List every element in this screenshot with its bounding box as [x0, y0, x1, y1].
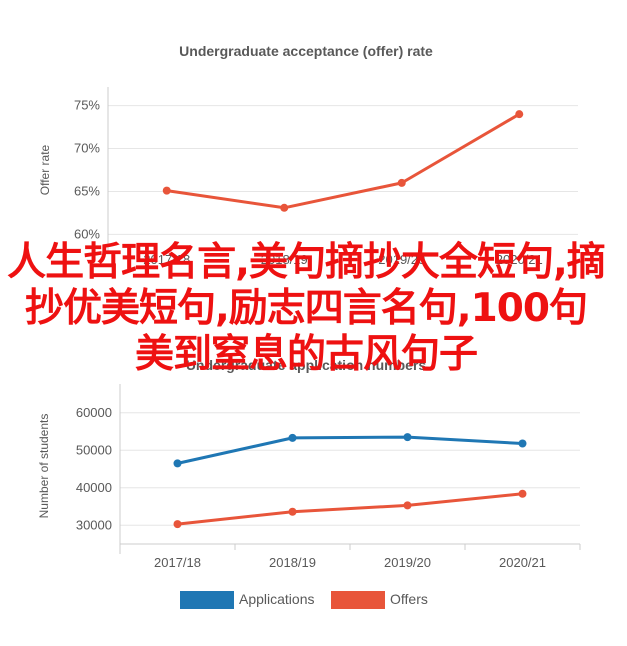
legend-label-applications: Applications [239, 591, 315, 607]
chart1-y-axis-label: Offer rate [38, 144, 52, 195]
legend-label-offers: Offers [390, 591, 428, 607]
legend-swatch-offers [331, 591, 385, 609]
c2-data-point [403, 433, 412, 442]
c2-x-tick-label: 2017/18 [154, 555, 201, 570]
c1-y-tick-label: 70% [74, 141, 100, 156]
c2-x-tick-label: 2020/21 [499, 555, 546, 570]
c2-data-point [173, 459, 182, 468]
legend-swatch-applications [180, 591, 234, 609]
c2-x-tick-label: 2019/20 [384, 555, 431, 570]
c2-series-line-1 [177, 492, 523, 526]
application-numbers-chart: Undergraduate application numbers Number… [37, 357, 581, 609]
c2-data-point [288, 433, 297, 442]
overlay-headline: 人生哲理名言,美句摘抄大全短句,摘抄优美短句,励志四言名句,100句美到窒息的古… [7, 240, 606, 377]
c1-x-tick-label: 2018/19 [261, 252, 308, 267]
c1-data-point [280, 203, 289, 212]
c1-x-tick-label: 2017/18 [143, 252, 190, 267]
chart2-title: Undergraduate application numbers [186, 357, 427, 373]
c1-x-tick-label: 2020/21 [496, 252, 543, 267]
c2-y-tick-label: 50000 [76, 442, 112, 457]
chart2-y-axis-label: Number of students [37, 414, 51, 519]
c2-data-point [518, 489, 527, 498]
c1-y-tick-label: 75% [74, 98, 100, 113]
c1-y-tick-label: 60% [74, 226, 100, 241]
c2-x-tick-label: 2018/19 [269, 555, 316, 570]
c2-data-point [173, 520, 182, 529]
c1-y-tick-label: 65% [74, 183, 100, 198]
c2-series-line-0 [177, 435, 523, 465]
c2-y-tick-label: 60000 [76, 405, 112, 420]
chart1-title: Undergraduate acceptance (offer) rate [179, 43, 433, 59]
c2-y-tick-label: 30000 [76, 517, 112, 532]
c2-data-point [403, 501, 412, 510]
c2-data-point [518, 439, 527, 448]
c1-data-point [397, 178, 406, 187]
c1-data-point [515, 110, 524, 119]
c2-y-tick-label: 40000 [76, 480, 112, 495]
c1-data-point [162, 186, 171, 195]
offer-rate-chart: Undergraduate acceptance (offer) rate Of… [38, 43, 578, 267]
c2-data-point [288, 507, 297, 516]
c1-series-line-0 [166, 112, 521, 210]
c1-x-tick-label: 2019/20 [378, 252, 425, 267]
